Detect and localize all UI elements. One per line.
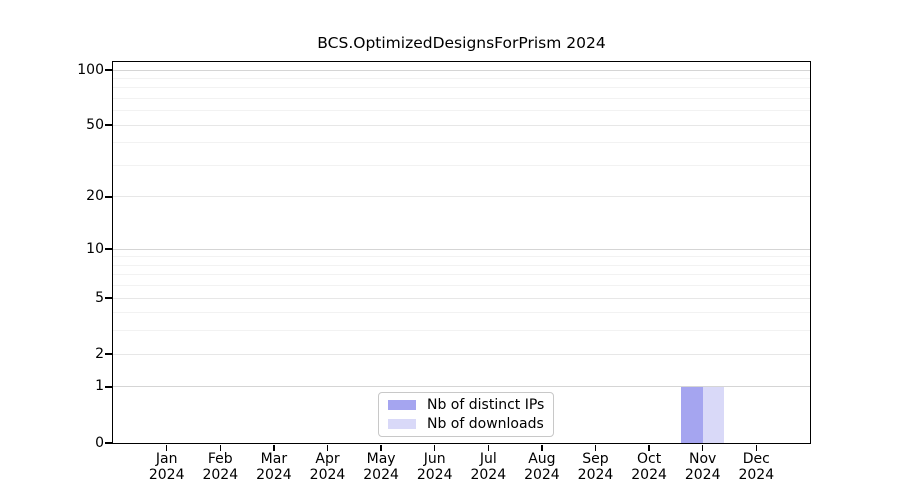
- x-tick-label: Sep 2024: [564, 451, 628, 483]
- y-tick-label: 5: [95, 289, 104, 306]
- x-tick-mark: [433, 444, 436, 451]
- x-tick-year: 2024: [684, 466, 721, 483]
- x-tick-mark: [165, 444, 168, 451]
- gridline: [113, 77, 810, 79]
- x-tick-mark: [541, 444, 543, 451]
- y-tick-label: 10: [86, 240, 104, 257]
- y-tick-label: 50: [86, 116, 104, 133]
- x-tick-label: Apr 2024: [296, 451, 360, 483]
- x-tick-mark: [273, 444, 275, 451]
- y-tick-mark: [105, 297, 113, 299]
- gridline: [113, 274, 810, 276]
- legend-swatch: [388, 419, 416, 429]
- x-tick-year: 2024: [738, 466, 775, 483]
- legend-label: Nb of distinct IPs: [427, 397, 545, 413]
- gridline: [113, 285, 810, 287]
- legend-item: Nb of downloads: [388, 416, 544, 432]
- x-tick-mark: [648, 444, 650, 451]
- x-tick-year: 2024: [416, 466, 453, 483]
- x-tick-label: Feb 2024: [188, 451, 252, 483]
- x-tick-year: 2024: [631, 466, 667, 483]
- y-tick-mark: [105, 248, 113, 250]
- gridline: [113, 97, 810, 99]
- gridline: [113, 248, 810, 250]
- x-tick-label: Jun 2024: [403, 451, 467, 483]
- gridline: [113, 264, 810, 266]
- gridline: [113, 164, 810, 166]
- x-tick-label: Nov 2024: [671, 451, 735, 483]
- x-tick-mark: [326, 444, 329, 451]
- x-tick-year: 2024: [577, 466, 614, 483]
- x-tick-label: Dec 2024: [724, 451, 788, 483]
- y-tick-mark: [105, 124, 113, 126]
- gridline: [113, 110, 810, 112]
- y-tick-mark: [105, 442, 113, 444]
- y-tick-label: 100: [77, 61, 104, 78]
- x-tick-label: Jul 2024: [456, 451, 520, 483]
- gridline: [113, 330, 810, 332]
- legend-swatch: [388, 400, 416, 410]
- x-tick-mark: [755, 444, 758, 451]
- x-tick-mark: [487, 444, 490, 451]
- x-tick-mark: [594, 444, 597, 451]
- gridline: [113, 87, 810, 89]
- gridline: [113, 312, 810, 314]
- y-tick-mark: [105, 386, 113, 388]
- x-tick-mark: [219, 444, 222, 451]
- gridline: [113, 353, 810, 355]
- x-tick-year: 2024: [363, 466, 399, 483]
- x-tick-mark: [701, 444, 704, 451]
- gridline: [113, 386, 810, 388]
- bar-nb-of-downloads: [702, 386, 725, 443]
- x-tick-year: 2024: [202, 466, 239, 483]
- gridline: [113, 256, 810, 258]
- x-tick-label: Oct 2024: [617, 451, 681, 483]
- legend-label: Nb of downloads: [427, 416, 544, 432]
- x-tick-label: Jan 2024: [135, 451, 199, 483]
- gridline: [113, 196, 810, 198]
- x-tick-year: 2024: [470, 466, 507, 483]
- y-tick-mark: [105, 196, 113, 198]
- y-tick-label: 20: [86, 188, 104, 205]
- x-tick-year: 2024: [309, 466, 346, 483]
- x-tick-label: Aug 2024: [510, 451, 574, 483]
- legend-item: Nb of distinct IPs: [388, 397, 544, 413]
- y-tick-mark: [105, 69, 113, 71]
- y-tick-label: 2: [95, 345, 104, 362]
- y-tick-label: 1: [95, 378, 104, 395]
- legend: Nb of distinct IPs Nb of downloads: [378, 392, 555, 437]
- x-tick-year: 2024: [256, 466, 292, 483]
- x-tick-mark: [380, 444, 382, 451]
- x-tick-year: 2024: [148, 466, 185, 483]
- gridline: [113, 142, 810, 144]
- chart-title: BCS.OptimizedDesignsForPrism 2024: [317, 34, 606, 52]
- plot-area: [113, 62, 810, 443]
- gridline: [113, 297, 810, 299]
- x-tick-year: 2024: [524, 466, 560, 483]
- bar-nb-of-distinct-ips: [681, 386, 703, 443]
- gridline: [113, 124, 810, 126]
- gridline: [113, 69, 810, 71]
- x-tick-label: Mar 2024: [242, 451, 306, 483]
- y-tick-mark: [105, 353, 113, 355]
- x-tick-label: May 2024: [349, 451, 413, 483]
- y-tick-label: 0: [95, 434, 104, 451]
